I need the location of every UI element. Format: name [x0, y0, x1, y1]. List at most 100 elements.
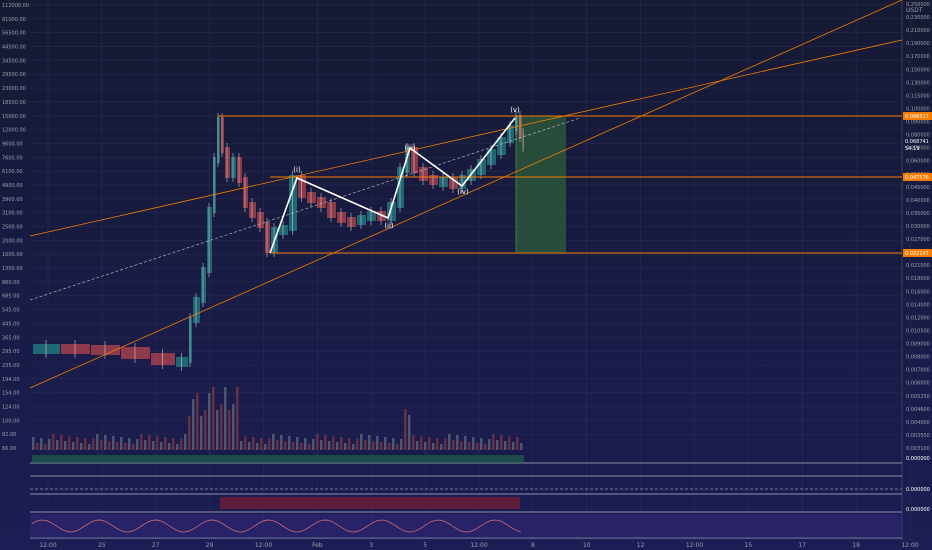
- price-candle: [317, 197, 326, 208]
- left-axis-tick: 3900.00: [2, 197, 23, 203]
- price-candle: [151, 353, 175, 365]
- volume-bar: [52, 434, 55, 450]
- volume-bar: [464, 436, 467, 450]
- volume-bar: [208, 393, 211, 450]
- left-axis-tick: 56500.00: [2, 31, 26, 37]
- price-candles: [33, 111, 524, 371]
- lower-trend-line: [29, 0, 903, 389]
- right-axis-tick: 0.150000: [906, 67, 930, 73]
- volume-bar: [484, 444, 487, 450]
- left-axis-tick: 34500.00: [2, 58, 26, 64]
- right-axis-tick: 0.115000: [906, 93, 930, 99]
- dashed-channel-line: [29, 117, 581, 301]
- volume-bar: [320, 440, 323, 450]
- price-candle: [207, 207, 212, 273]
- left-axis-tick: 235.00: [2, 363, 20, 369]
- elliott-wave-count[interactable]: (i) (ii) (iii) (iv) (v): [269, 106, 520, 254]
- volume-bar: [472, 437, 475, 450]
- volume-bar: [216, 410, 219, 450]
- price-tag-bg: [903, 173, 932, 181]
- volume-bar: [172, 438, 175, 450]
- volume-bar: [128, 438, 131, 450]
- volume-bar: [500, 435, 503, 450]
- volume-bar: [252, 437, 255, 450]
- right-axis-tick: 0.007000: [906, 368, 930, 374]
- price-candle: [449, 177, 458, 189]
- volume-bar: [248, 442, 251, 450]
- price-candle: [257, 212, 264, 228]
- x-axis-tick: 12: [637, 542, 645, 549]
- left-price-axis[interactable]: 112000.00 81000.00 56500.00 44500.00 34500.0…: [2, 3, 29, 452]
- left-axis-tick: 82.00: [2, 432, 16, 438]
- price-candle: [327, 202, 336, 218]
- price-candle: [411, 147, 418, 173]
- price-candle: [121, 347, 150, 359]
- volume-bar: [264, 444, 267, 450]
- price-tag-text: 0.088517: [905, 114, 929, 120]
- volume-bar: [212, 387, 215, 450]
- left-axis-tick: 7600.00: [2, 155, 23, 161]
- volume-bar: [480, 438, 483, 450]
- price-candle: [519, 115, 522, 138]
- currency-label: USDT: [906, 7, 923, 14]
- indicator-label: 0.000000: [906, 487, 930, 493]
- price-candle: [279, 225, 288, 235]
- right-axis-tick: 0.004600: [906, 407, 930, 413]
- volume-bar: [204, 410, 207, 450]
- price-candle: [189, 317, 192, 363]
- volume-bar: [40, 438, 43, 450]
- volume-bar: [124, 443, 127, 450]
- oscillator-band: [30, 514, 902, 538]
- volume-bar: [240, 441, 243, 450]
- right-axis-tick: 0.005250: [906, 394, 930, 400]
- volume-bar: [452, 440, 455, 450]
- volume-bar: [384, 437, 387, 450]
- volume-bar: [336, 442, 339, 450]
- right-price-axis[interactable]: 0.250000 0.230000 0.210000 0.190000 0.170000…: [901, 0, 930, 540]
- volume-bar: [168, 443, 171, 450]
- price-candle: [243, 177, 248, 208]
- volume-bar: [36, 443, 39, 450]
- right-axis-tick: 0.012000: [906, 315, 930, 321]
- x-axis-tick: 8: [531, 542, 535, 549]
- price-candle: [515, 115, 518, 131]
- indicator-label: 0.000000: [906, 456, 930, 462]
- price-candle: [357, 215, 366, 225]
- wave-label: (iv): [457, 188, 469, 196]
- right-axis-tick: 0.100000: [906, 106, 930, 112]
- volume-bar: [112, 436, 115, 450]
- price-candle: [231, 157, 236, 178]
- right-axis-tick: 0.040000: [906, 198, 930, 204]
- trend-drawings[interactable]: [29, 0, 903, 389]
- volume-bar: [460, 441, 463, 450]
- volume-bar: [436, 438, 439, 450]
- volume-bar: [296, 437, 299, 450]
- right-axis-tick: 0.210000: [906, 28, 930, 34]
- left-axis-tick: 1600.00: [2, 252, 23, 258]
- volume-bar: [184, 434, 187, 450]
- right-axis-tick: 0.045000: [906, 185, 930, 191]
- volume-bar: [512, 442, 515, 450]
- right-axis-tick: 0.021000: [906, 263, 930, 269]
- price-candle: [523, 132, 524, 148]
- volume-bar: [48, 439, 51, 450]
- x-axis-tick: 15: [745, 542, 753, 549]
- price-candle: [497, 137, 506, 155]
- right-axis-tick: 0.018000: [906, 276, 930, 282]
- volume-bar: [152, 441, 155, 450]
- left-axis-tick: 44500.00: [2, 45, 26, 51]
- wave-label: (ii): [384, 222, 394, 230]
- left-axis-tick: 66.00: [2, 446, 16, 452]
- left-axis-tick: 18500.00: [2, 100, 26, 106]
- volume-bar: [328, 441, 331, 450]
- time-axis[interactable]: 12:00 25 27 29 12:00 Feb 3 5 12:00 8 10 12 12:00 15 17…: [39, 542, 918, 549]
- volume-bar: [400, 439, 403, 450]
- volume-bar: [376, 436, 379, 450]
- volume-bar: [392, 438, 395, 450]
- x-axis-tick: 5: [423, 542, 427, 549]
- volume-bar: [448, 434, 451, 450]
- left-axis-tick: 9600.00: [2, 141, 23, 147]
- x-axis-tick: 27: [152, 542, 160, 549]
